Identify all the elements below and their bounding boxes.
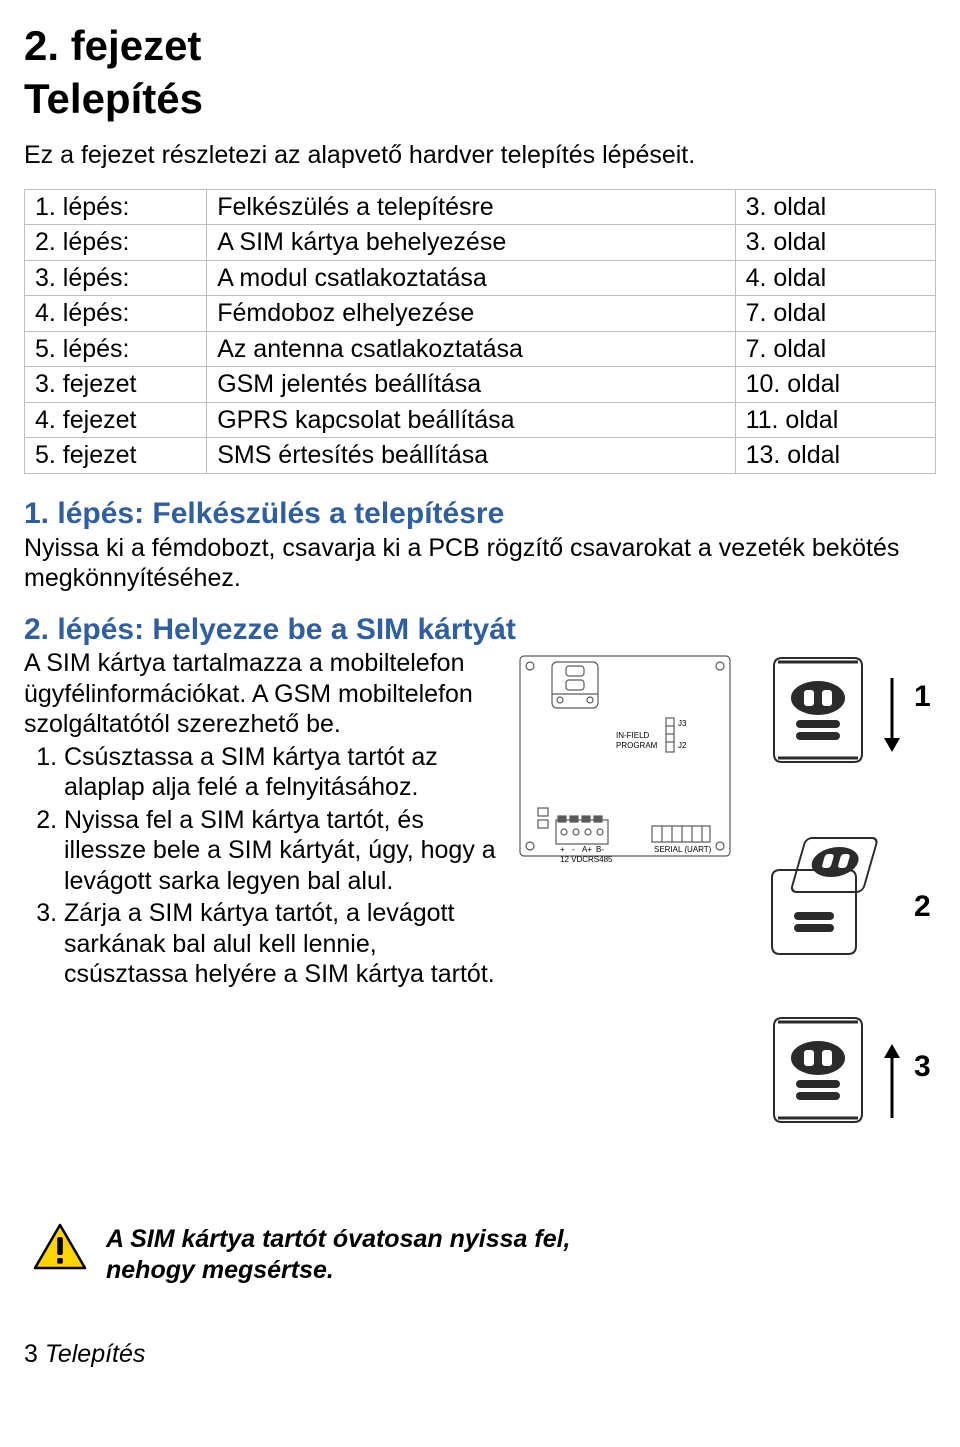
cell-c3: 3. oldal <box>735 225 935 261</box>
cell-c2: Fémdoboz elhelyezése <box>207 296 735 332</box>
cell-c1: 4. lépés: <box>25 296 207 332</box>
cell-c2: A modul csatlakoztatása <box>207 260 735 296</box>
diagram-label-2: 2 <box>914 890 931 923</box>
pcb-label-minus: - <box>572 845 575 854</box>
step1-heading: 1. lépés: Felkészülés a telepítésre <box>24 496 936 533</box>
cell-c3: 4. oldal <box>735 260 935 296</box>
step1-text: Nyissa ki a fémdobozt, csavarja ki a PCB… <box>24 533 936 594</box>
pcb-label-plus: + <box>560 845 565 854</box>
table-row: 1. lépés:Felkészülés a telepítésre3. old… <box>25 189 936 225</box>
table-row: 5. fejezetSMS értesítés beállítása13. ol… <box>25 438 936 474</box>
cell-c1: 3. lépés: <box>25 260 207 296</box>
step2-lead: A SIM kártya tartalmazza a mobiltelefon … <box>24 648 502 740</box>
cell-c2: Az antenna csatlakoztatása <box>207 331 735 367</box>
pcb-label-serial: SERIAL (UART) <box>654 845 712 854</box>
page-footer: 3 Telepítés <box>24 1339 936 1370</box>
cell-c1: 5. lépés: <box>25 331 207 367</box>
cell-c2: GPRS kapcsolat beállítása <box>207 402 735 438</box>
chapter-number: 2. fejezet <box>24 20 936 71</box>
cell-c3: 10. oldal <box>735 367 935 403</box>
list-item: Nyissa fel a SIM kártya tartót, és illes… <box>64 805 502 897</box>
cell-c3: 7. oldal <box>735 331 935 367</box>
chapter-intro: Ez a fejezet részletezi az alapvető hard… <box>24 140 936 171</box>
cell-c1: 4. fejezet <box>25 402 207 438</box>
cell-c1: 3. fejezet <box>25 367 207 403</box>
cell-c2: Felkészülés a telepítésre <box>207 189 735 225</box>
pcb-label-vdc: 12 VDC <box>560 855 588 864</box>
sim-diagram: IN-FIELD PROGRAM J3 J2 + - A+ B- 12 VDC … <box>516 648 936 1208</box>
pcb-label-j3: J3 <box>678 719 687 728</box>
warning-text: A SIM kártya tartót óvatosan nyissa fel,… <box>106 1224 626 1285</box>
cell-c2: SMS értesítés beállítása <box>207 438 735 474</box>
pcb-label-ap: A+ <box>582 845 592 854</box>
pcb-label-rs485: RS485 <box>588 855 613 864</box>
cell-c2: A SIM kártya behelyezése <box>207 225 735 261</box>
cell-c1: 2. lépés: <box>25 225 207 261</box>
warning-icon <box>32 1222 88 1272</box>
pcb-label-j2: J2 <box>678 741 687 750</box>
table-row: 3. lépés:A modul csatlakoztatása4. oldal <box>25 260 936 296</box>
pcb-label-bm: B- <box>596 845 604 854</box>
cell-c3: 13. oldal <box>735 438 935 474</box>
footer-page-number: 3 <box>24 1340 38 1368</box>
step2-list: Csúsztassa a SIM kártya tartót az alapla… <box>24 742 502 990</box>
table-row: 4. fejezetGPRS kapcsolat beállítása11. o… <box>25 402 936 438</box>
list-item: Csúsztassa a SIM kártya tartót az alapla… <box>64 742 502 803</box>
diagram-label-1: 1 <box>914 680 931 713</box>
list-item: Zárja a SIM kártya tartót, a levágott sa… <box>64 898 502 990</box>
pcb-label-infield: IN-FIELD <box>616 731 650 740</box>
step2-heading: 2. lépés: Helyezze be a SIM kártyát <box>24 612 936 649</box>
table-row: 5. lépés:Az antenna csatlakoztatása7. ol… <box>25 331 936 367</box>
footer-title: Telepítés <box>45 1340 146 1368</box>
steps-table: 1. lépés:Felkészülés a telepítésre3. old… <box>24 189 936 474</box>
cell-c3: 3. oldal <box>735 189 935 225</box>
pcb-label-program: PROGRAM <box>616 741 658 750</box>
table-row: 2. lépés:A SIM kártya behelyezése3. olda… <box>25 225 936 261</box>
chapter-title: Telepítés <box>24 73 936 124</box>
cell-c1: 1. lépés: <box>25 189 207 225</box>
table-row: 4. lépés:Fémdoboz elhelyezése7. oldal <box>25 296 936 332</box>
cell-c1: 5. fejezet <box>25 438 207 474</box>
cell-c3: 7. oldal <box>735 296 935 332</box>
cell-c2: GSM jelentés beállítása <box>207 367 735 403</box>
cell-c3: 11. oldal <box>735 402 935 438</box>
table-row: 3. fejezetGSM jelentés beállítása10. old… <box>25 367 936 403</box>
diagram-label-3: 3 <box>914 1050 931 1083</box>
